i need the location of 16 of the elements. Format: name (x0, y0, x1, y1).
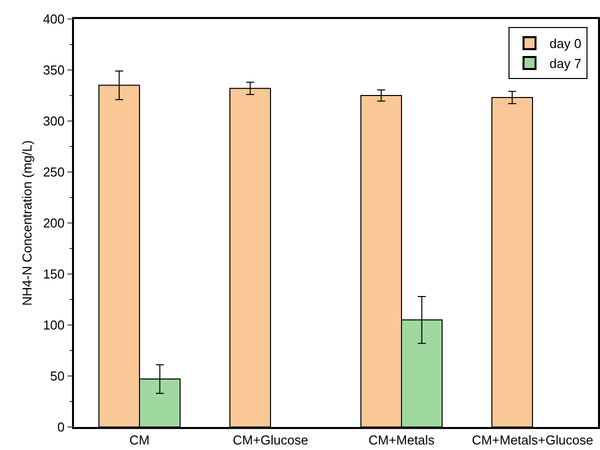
legend-label: day 7 (550, 56, 582, 72)
y-tick-label: 400 (42, 12, 65, 27)
y-tick-label: 0 (57, 420, 65, 435)
x-tick-label: CM+Glucose (232, 432, 308, 448)
y-tick-label: 150 (42, 266, 65, 282)
y-tick-label: 50 (50, 368, 65, 384)
y-tick-label: 250 (42, 164, 65, 180)
y-tick-label: 350 (42, 62, 65, 78)
y-tick-label: 300 (42, 114, 65, 129)
legend-label: day 0 (550, 36, 582, 52)
x-tick-label: CM (129, 432, 150, 448)
y-tick-label: 200 (42, 216, 65, 231)
y-axis-title: NH4-N Concentration (mg/L) (19, 140, 34, 306)
y-tick-label: 100 (42, 318, 65, 333)
x-tick-label: CM+Metals (368, 432, 436, 448)
x-tick-label: CM+Metals+Glucose (472, 432, 594, 448)
